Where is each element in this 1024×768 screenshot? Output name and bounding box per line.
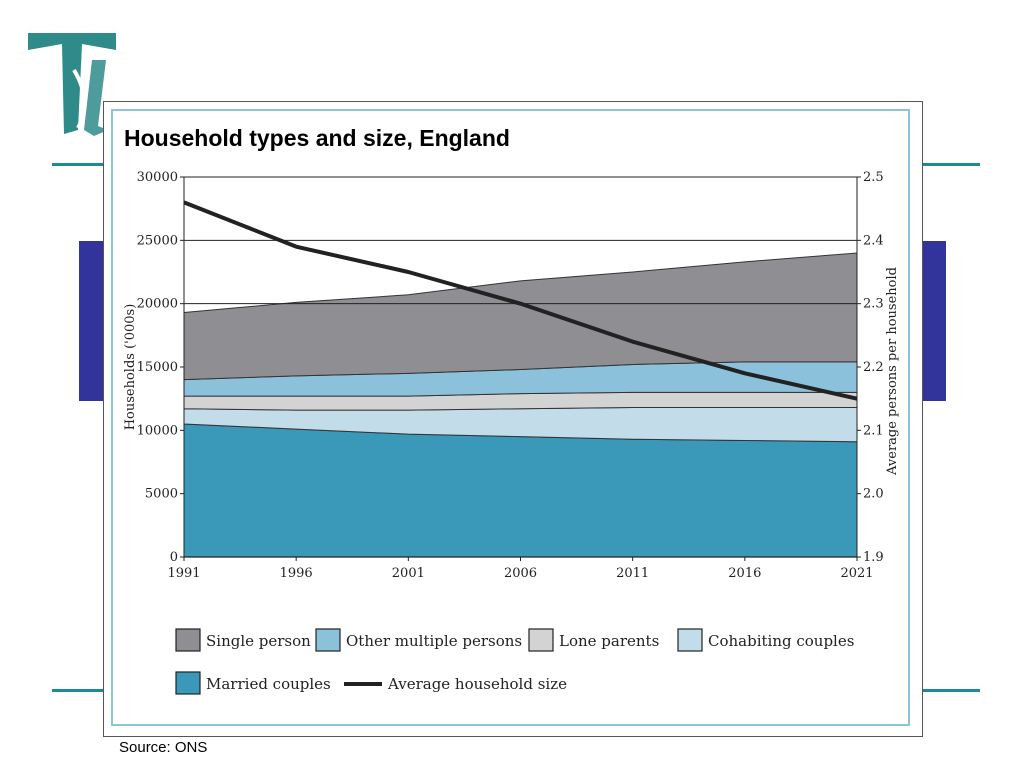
chart-svg: 0 5000 10000 15000 20000 25000 30000 1.9 2.0 2.1 2… xyxy=(123,170,900,695)
y2-axis-label: Average persons per household xyxy=(885,267,900,476)
x-tick-label: 2016 xyxy=(728,566,761,581)
line-average-household-size xyxy=(183,200,858,401)
y-tick-label: 0 xyxy=(170,550,178,565)
legend-label-married-couples: Married couples xyxy=(206,675,331,693)
y2-tick-label: 2.0 xyxy=(863,487,884,502)
y2-tick-label: 2.3 xyxy=(863,297,884,312)
accent-bar-left xyxy=(79,241,105,401)
x-tick-label: 2001 xyxy=(392,566,425,581)
chart-panel: Household types and size, England 0 5000 1… xyxy=(103,101,923,737)
chart-title: Household types and size, England xyxy=(124,125,510,151)
legend-swatch-cohabiting-couples xyxy=(677,628,703,652)
legend-swatch-single-person xyxy=(175,628,201,652)
legend-label-lone-parents: Lone parents xyxy=(559,632,659,650)
x-tick-label: 2011 xyxy=(616,566,649,581)
legend-swatch-lone-parents xyxy=(528,628,554,652)
y-tick-label: 20000 xyxy=(137,297,178,312)
x-tick-label: 1991 xyxy=(167,566,200,581)
y-tick-label: 25000 xyxy=(137,233,178,248)
y-tick-label: 30000 xyxy=(137,170,178,185)
y-tick-label: 10000 xyxy=(137,423,178,438)
y2-tick-label: 2.4 xyxy=(863,233,884,248)
y2-tick-label: 2.5 xyxy=(863,170,884,185)
y-tick-label: 15000 xyxy=(137,360,178,375)
x-tick-label: 2021 xyxy=(840,566,873,581)
legend-swatch-other-multiple-persons xyxy=(315,628,341,652)
y-axis-label: Households ('000s) xyxy=(123,304,138,431)
tt-monogram-logo xyxy=(28,33,116,136)
legend-swatch-married-couples xyxy=(175,671,201,695)
y2-tick-label: 2.1 xyxy=(863,423,884,438)
chart-panel-frame xyxy=(111,109,910,726)
y-tick-label: 5000 xyxy=(145,487,178,502)
source-note: Source: ONS xyxy=(119,739,208,756)
x-tick-label: 1996 xyxy=(280,566,313,581)
y2-tick-label: 1.9 xyxy=(863,550,884,565)
y2-tick-label: 2.2 xyxy=(863,360,884,375)
accent-bar-right xyxy=(922,241,946,401)
legend-label-single-person: Single person xyxy=(206,632,311,650)
area-single-person xyxy=(183,252,858,381)
legend-label-other-multiple-persons: Other multiple persons xyxy=(346,632,522,650)
legend-label-cohabiting-couples: Cohabiting couples xyxy=(708,632,854,650)
area-married-couples xyxy=(183,423,858,558)
legend-label-average-household-size: Average household size xyxy=(387,675,567,693)
x-tick-label: 2006 xyxy=(504,566,537,581)
